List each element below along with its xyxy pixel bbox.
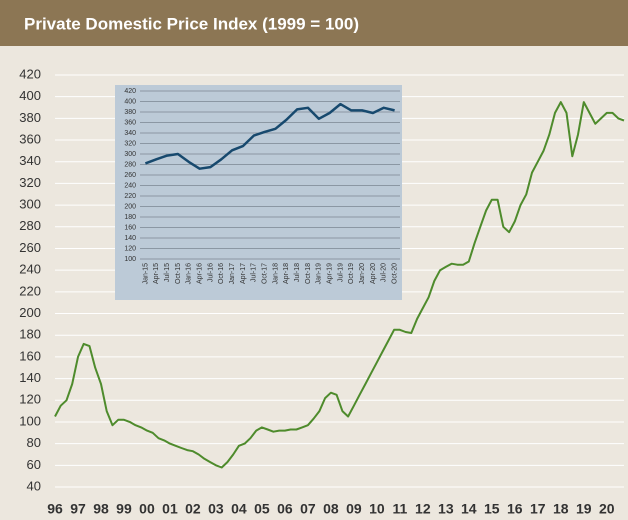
- data-line: [54, 101, 625, 469]
- y-tick-label: 320: [124, 140, 136, 147]
- x-tick-label: Jan-17: [229, 263, 236, 285]
- y-tick-label: 400: [19, 88, 41, 103]
- x-tick-label: 98: [93, 501, 109, 517]
- y-tick-label: 120: [19, 392, 41, 407]
- y-tick-label: 400: [124, 98, 136, 105]
- inset-background: [115, 85, 402, 300]
- y-tick-label: 160: [19, 348, 41, 363]
- y-tick-label: 220: [19, 283, 41, 298]
- y-tick-label: 140: [19, 370, 41, 385]
- x-tick-label: Oct-20: [391, 263, 398, 284]
- x-tick-label: 04: [231, 501, 247, 517]
- x-tick-label: 13: [438, 501, 454, 517]
- header-bar: [0, 0, 628, 46]
- x-tick-label: Oct-18: [305, 263, 312, 284]
- x-tick-label: Apr-17: [240, 263, 247, 284]
- x-tick-label: Apr-16: [196, 263, 203, 284]
- y-tick-label: 280: [124, 161, 136, 168]
- x-tick-label: 17: [530, 501, 546, 517]
- x-tick-label: Jul-20: [381, 263, 388, 282]
- x-tick-label: 06: [277, 501, 293, 517]
- x-tick-label: 02: [185, 501, 201, 517]
- y-tick-label: 240: [19, 262, 41, 277]
- x-tick-label: Jul-19: [337, 263, 344, 282]
- x-tick-label: Apr-20: [370, 263, 377, 284]
- y-tick-label: 340: [19, 153, 41, 168]
- x-tick-label: 09: [346, 501, 362, 517]
- x-tick-label: Oct-19: [348, 263, 355, 284]
- y-tick-label: 340: [124, 130, 136, 137]
- y-tick-label: 140: [124, 235, 136, 242]
- y-tick-label: 420: [19, 66, 41, 81]
- y-tick-label: 200: [124, 203, 136, 210]
- y-tick-label: 320: [19, 175, 41, 190]
- x-tick-label: 18: [553, 501, 569, 517]
- x-tick-label: Jul-18: [294, 263, 301, 282]
- y-tick-label: 220: [124, 193, 136, 200]
- y-tick-label: 260: [124, 172, 136, 179]
- y-tick-label: 280: [19, 218, 41, 233]
- y-tick-label: 40: [27, 478, 41, 493]
- x-tick-label: Oct-16: [218, 263, 225, 284]
- x-tick-label: Jan-15: [142, 263, 149, 285]
- x-tick-label: Jul-15: [164, 263, 171, 282]
- y-tick-label: 240: [124, 182, 136, 189]
- y-tick-label: 420: [124, 88, 136, 95]
- x-tick-label: 99: [116, 501, 132, 517]
- y-tick-label: 80: [27, 435, 41, 450]
- y-tick-label: 360: [19, 131, 41, 146]
- y-tick-label: 180: [124, 214, 136, 221]
- x-tick-label: Jan-20: [359, 263, 366, 285]
- x-tick-label: 16: [507, 501, 523, 517]
- x-tick-label: 14: [461, 501, 477, 517]
- x-tick-label: Apr-19: [326, 263, 333, 284]
- y-tick-label: 60: [27, 457, 41, 472]
- x-tick-label: Jan-18: [272, 263, 279, 285]
- x-tick-label: 03: [208, 501, 224, 517]
- main-chart: 4060801001201401601802002202402602803003…: [19, 66, 625, 517]
- y-tick-label: 300: [124, 151, 136, 158]
- x-tick-label: 12: [415, 501, 431, 517]
- y-tick-label: 100: [124, 256, 136, 263]
- x-tick-label: 20: [599, 501, 615, 517]
- y-tick-label: 120: [124, 245, 136, 252]
- x-tick-label: 07: [300, 501, 316, 517]
- x-tick-label: 19: [576, 501, 592, 517]
- x-tick-label: 08: [323, 501, 339, 517]
- x-tick-label: Jul-17: [251, 263, 258, 282]
- x-tick-label: Oct-17: [261, 263, 268, 284]
- y-tick-label: 260: [19, 240, 41, 255]
- x-tick-label: 00: [139, 501, 155, 517]
- x-tick-label: Jul-16: [207, 263, 214, 282]
- x-tick-label: 05: [254, 501, 270, 517]
- y-tick-label: 360: [124, 119, 136, 126]
- chart-title: Private Domestic Price Index (1999 = 100…: [24, 14, 359, 33]
- y-tick-label: 180: [19, 327, 41, 342]
- inset-chart: 100 120 140 160 180 200 220 240 260 280 300 320 340 3…: [124, 88, 400, 285]
- x-tick-label: Jan-16: [186, 263, 193, 285]
- y-tick-label: 380: [19, 110, 41, 125]
- y-tick-label: 380: [124, 109, 136, 116]
- y-tick-label: 200: [19, 305, 41, 320]
- x-tick-label: 15: [484, 501, 500, 517]
- x-tick-label: Jan-19: [316, 263, 323, 285]
- y-tick-label: 100: [19, 413, 41, 428]
- x-tick-label: 01: [162, 501, 178, 517]
- y-tick-label: 160: [124, 224, 136, 231]
- x-tick-label: 97: [70, 501, 86, 517]
- x-tick-label: 10: [369, 501, 385, 517]
- x-tick-label: 96: [47, 501, 63, 517]
- x-tick-label: Oct-15: [175, 263, 182, 284]
- data-line: [144, 102, 395, 170]
- x-tick-label: Apr-18: [283, 263, 290, 284]
- x-tick-label: Apr-15: [153, 263, 160, 284]
- y-tick-label: 300: [19, 197, 41, 212]
- x-tick-label: 11: [392, 501, 407, 517]
